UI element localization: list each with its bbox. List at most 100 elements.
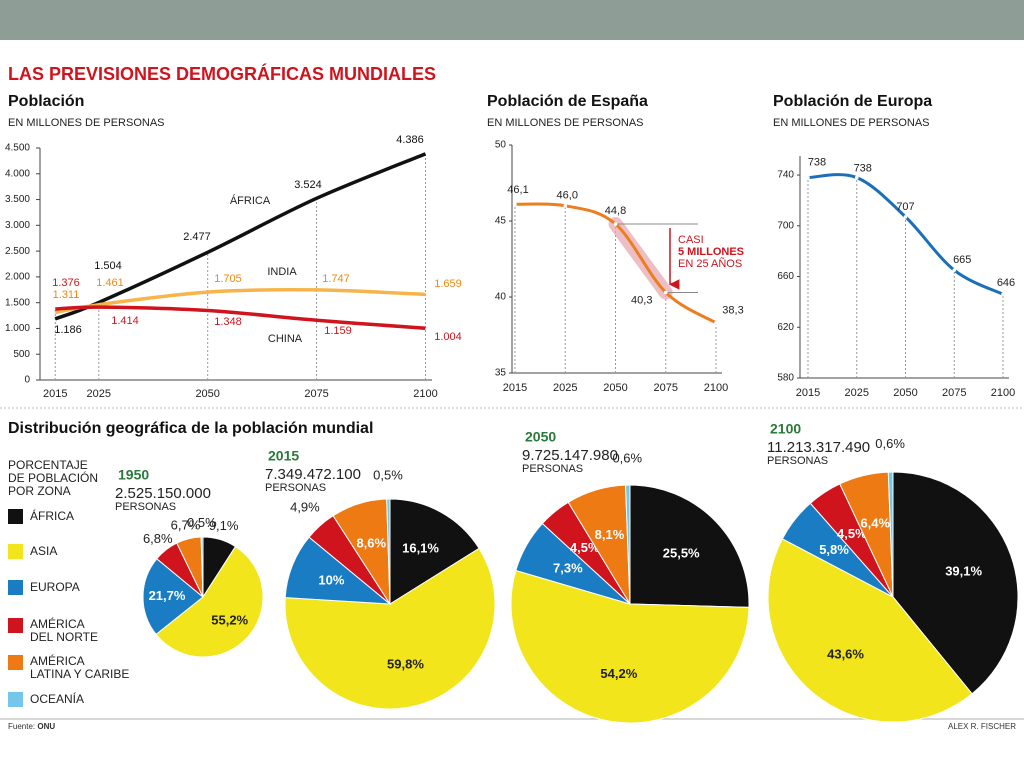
chart-subtitle: EN MILLONES DE PERSONAS	[8, 117, 165, 129]
data-label: 738	[808, 156, 826, 168]
data-label: 646	[997, 277, 1015, 289]
pie-year: 2050	[525, 429, 556, 445]
x-tick-label: 2025	[87, 388, 111, 400]
data-label: 44,8	[605, 205, 626, 217]
point	[854, 175, 859, 180]
line-series	[55, 305, 426, 330]
y-tick-label: 50	[495, 140, 507, 151]
point	[563, 204, 568, 208]
data-label: 39,1%	[945, 563, 982, 578]
legend-swatch	[8, 655, 23, 670]
point	[952, 268, 957, 272]
x-tick-label: 2050	[603, 382, 627, 394]
data-label: 8,6%	[356, 535, 386, 550]
chart-subtitle: EN MILLONES DE PERSONAS	[773, 117, 930, 129]
pie-year: 2100	[770, 421, 801, 437]
data-label: 6,8%	[143, 531, 173, 546]
pie-total: 11.213.317.490	[767, 439, 870, 456]
pie-slice	[284, 547, 496, 710]
data-label: 4,5%	[837, 526, 867, 541]
legend-swatch	[8, 692, 23, 707]
y-tick-label: 45	[495, 216, 507, 227]
y-tick-label: 580	[777, 373, 794, 384]
x-tick-label: 2050	[195, 388, 219, 400]
y-tick-label: 1.000	[5, 323, 30, 334]
chart-subtitle: EN MILLONES DE PERSONAS	[487, 117, 644, 129]
point	[903, 215, 908, 219]
data-label: 738	[854, 162, 872, 174]
data-label: 46,1	[507, 184, 528, 196]
legend-label: ÁFRICA	[30, 509, 75, 523]
x-tick-label: 2075	[304, 388, 328, 400]
legend-swatch	[8, 580, 23, 595]
chart-title: Población de Europa	[773, 93, 932, 110]
series-label: ÁFRICA	[230, 194, 271, 207]
legend-label: AMÉRICA DEL NORTE	[30, 617, 99, 644]
y-tick-label: 40	[495, 292, 507, 303]
y-tick-label: 620	[777, 322, 794, 333]
data-label: 1.705	[214, 273, 242, 285]
series-label: CHINA	[268, 333, 303, 345]
point	[513, 202, 517, 207]
pie-slice	[142, 558, 204, 636]
annotation: 5 MILLONES	[678, 246, 744, 258]
legend-label: AMÉRICA LATINA Y CARIBE	[30, 654, 130, 681]
y-tick-label: 2.500	[5, 246, 30, 257]
main-title: LAS PREVISIONES DEMOGRÁFICAS MUNDIALES	[8, 63, 436, 84]
data-label: 6,4%	[860, 516, 890, 531]
data-label: 0,5%	[187, 515, 217, 530]
data-label: 0,6%	[875, 436, 905, 451]
data-label: 4,9%	[290, 500, 320, 515]
data-label: 1.348	[214, 316, 242, 328]
data-label: 2.477	[183, 231, 211, 243]
pie-slice	[625, 484, 631, 605]
pie-slice	[892, 471, 1019, 695]
y-tick-label: 0	[24, 375, 30, 386]
pie-total: 2.525.150.000	[115, 485, 211, 502]
data-label: 7,3%	[553, 560, 583, 575]
y-tick-label: 4.000	[5, 168, 30, 179]
y-tick-label: 1.500	[5, 297, 30, 308]
pie-slice	[767, 538, 973, 723]
pie-slice	[887, 471, 894, 598]
pie-unit: PERSONAS	[265, 482, 326, 494]
data-label: 40,3	[631, 294, 652, 306]
data-label: 55,2%	[211, 613, 248, 628]
data-label: 1.186	[54, 324, 82, 336]
data-label: 5,8%	[819, 542, 849, 557]
source-name: ONU	[37, 722, 55, 731]
chart-title: Población de España	[487, 93, 648, 110]
data-label: 707	[896, 201, 914, 213]
pie-year: 2015	[268, 448, 299, 464]
point	[806, 175, 810, 180]
data-label: 16,1%	[402, 540, 439, 555]
data-label: 1.159	[324, 325, 352, 337]
y-tick-label: 660	[777, 271, 794, 282]
x-tick-label: 2100	[704, 382, 728, 394]
pie-year: 1950	[118, 467, 149, 483]
data-label: 1.376	[52, 277, 80, 289]
header-band	[0, 0, 1024, 40]
y-tick-label: 4.500	[5, 143, 30, 154]
legend-label: ASIA	[30, 544, 58, 558]
y-tick-label: 35	[495, 368, 507, 379]
chart-title: Población	[8, 93, 84, 110]
data-label: 1.311	[53, 289, 80, 301]
x-tick-label: 2075	[654, 382, 678, 394]
source-label: Fuente:	[8, 722, 35, 731]
annotation: EN 25 AÑOS	[678, 257, 742, 270]
data-label: 6,7%	[171, 517, 201, 532]
data-label: 1.659	[434, 278, 462, 290]
series-label: INDIA	[267, 266, 297, 278]
y-tick-label: 2.000	[5, 272, 30, 283]
legend-label: OCEANÍA	[30, 692, 85, 706]
y-tick-label: 3.500	[5, 194, 30, 205]
pie-unit: PERSONAS	[767, 455, 828, 467]
point	[1001, 292, 1005, 297]
pie-slice	[629, 484, 750, 608]
data-label: 21,7%	[149, 588, 186, 603]
pie-slice	[200, 536, 204, 598]
x-tick-label: 2025	[553, 382, 577, 394]
pie-slice	[510, 569, 750, 724]
